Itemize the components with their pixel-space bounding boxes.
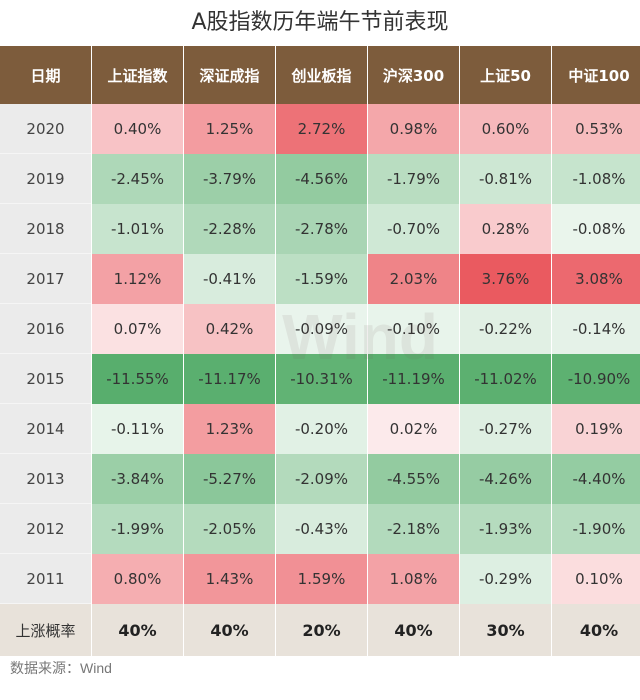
value-cell: -0.14% [552,304,640,354]
value-cell: -0.81% [460,154,551,204]
value-cell: -0.11% [92,404,183,454]
year-label: 2019 [0,154,91,204]
value-cell: -0.41% [184,254,275,304]
value-cell: 1.23% [184,404,275,454]
value-cell: 1.12% [92,254,183,304]
rise-probability-value: 40% [368,604,459,656]
value-cell: 0.19% [552,404,640,454]
header-index: 上证50 [460,46,551,104]
rise-probability-value: 40% [92,604,183,656]
rise-probability-value: 20% [276,604,367,656]
value-cell: 3.08% [552,254,640,304]
rise-probability-label: 上涨概率 [0,604,91,656]
value-cell: -4.40% [552,454,640,504]
value-cell: 1.25% [184,104,275,154]
rise-probability-value: 40% [552,604,640,656]
value-cell: 0.28% [460,204,551,254]
value-cell: 0.53% [552,104,640,154]
value-cell: 2.72% [276,104,367,154]
value-cell: 1.59% [276,554,367,604]
year-label: 2018 [0,204,91,254]
value-cell: -1.99% [92,504,183,554]
value-cell: -0.08% [552,204,640,254]
value-cell: -0.22% [460,304,551,354]
year-label: 2015 [0,354,91,404]
year-label: 2017 [0,254,91,304]
value-cell: 2.03% [368,254,459,304]
year-label: 2020 [0,104,91,154]
chart-title: A股指数历年端午节前表现 [191,10,449,35]
value-cell: -1.59% [276,254,367,304]
value-cell: -1.01% [92,204,183,254]
value-cell: 1.08% [368,554,459,604]
value-cell: 0.60% [460,104,551,154]
value-cell: -4.26% [460,454,551,504]
value-cell: -1.90% [552,504,640,554]
value-cell: -0.20% [276,404,367,454]
header-index: 上证指数 [92,46,183,104]
value-cell: -10.90% [552,354,640,404]
value-cell: -2.78% [276,204,367,254]
year-label: 2016 [0,304,91,354]
value-cell: -4.56% [276,154,367,204]
year-label: 2014 [0,404,91,454]
value-cell: -3.84% [92,454,183,504]
value-cell: -11.19% [368,354,459,404]
value-cell: 3.76% [460,254,551,304]
rise-probability-value: 30% [460,604,551,656]
year-label: 2011 [0,554,91,604]
value-cell: 0.02% [368,404,459,454]
value-cell: -11.17% [184,354,275,404]
value-cell: -1.08% [552,154,640,204]
value-cell: -2.05% [184,504,275,554]
value-cell: -0.10% [368,304,459,354]
year-label: 2013 [0,454,91,504]
header-index: 沪深300 [368,46,459,104]
value-cell: -1.93% [460,504,551,554]
value-cell: -0.27% [460,404,551,454]
value-cell: -0.09% [276,304,367,354]
value-cell: -4.55% [368,454,459,504]
header-index: 深证成指 [184,46,275,104]
rise-probability-value: 40% [184,604,275,656]
value-cell: 0.07% [92,304,183,354]
value-cell: -0.43% [276,504,367,554]
value-cell: -10.31% [276,354,367,404]
value-cell: 0.10% [552,554,640,604]
value-cell: -3.79% [184,154,275,204]
value-cell: -11.02% [460,354,551,404]
value-cell: -5.27% [184,454,275,504]
data-source: 数据来源：Wind [10,660,112,676]
value-cell: -0.29% [460,554,551,604]
value-cell: 0.98% [368,104,459,154]
value-cell: 0.42% [184,304,275,354]
year-label: 2012 [0,504,91,554]
header-date: 日期 [0,46,91,104]
value-cell: -11.55% [92,354,183,404]
value-cell: 0.40% [92,104,183,154]
header-index: 创业板指 [276,46,367,104]
value-cell: -2.18% [368,504,459,554]
header-index: 中证100 [552,46,640,104]
value-cell: -0.70% [368,204,459,254]
value-cell: 1.43% [184,554,275,604]
value-cell: -2.09% [276,454,367,504]
value-cell: 0.80% [92,554,183,604]
value-cell: -2.28% [184,204,275,254]
value-cell: -1.79% [368,154,459,204]
performance-table: 日期 上证指数 深证成指 创业板指 沪深300 上证50 中证100 2020 0… [0,46,640,656]
value-cell: -2.45% [92,154,183,204]
